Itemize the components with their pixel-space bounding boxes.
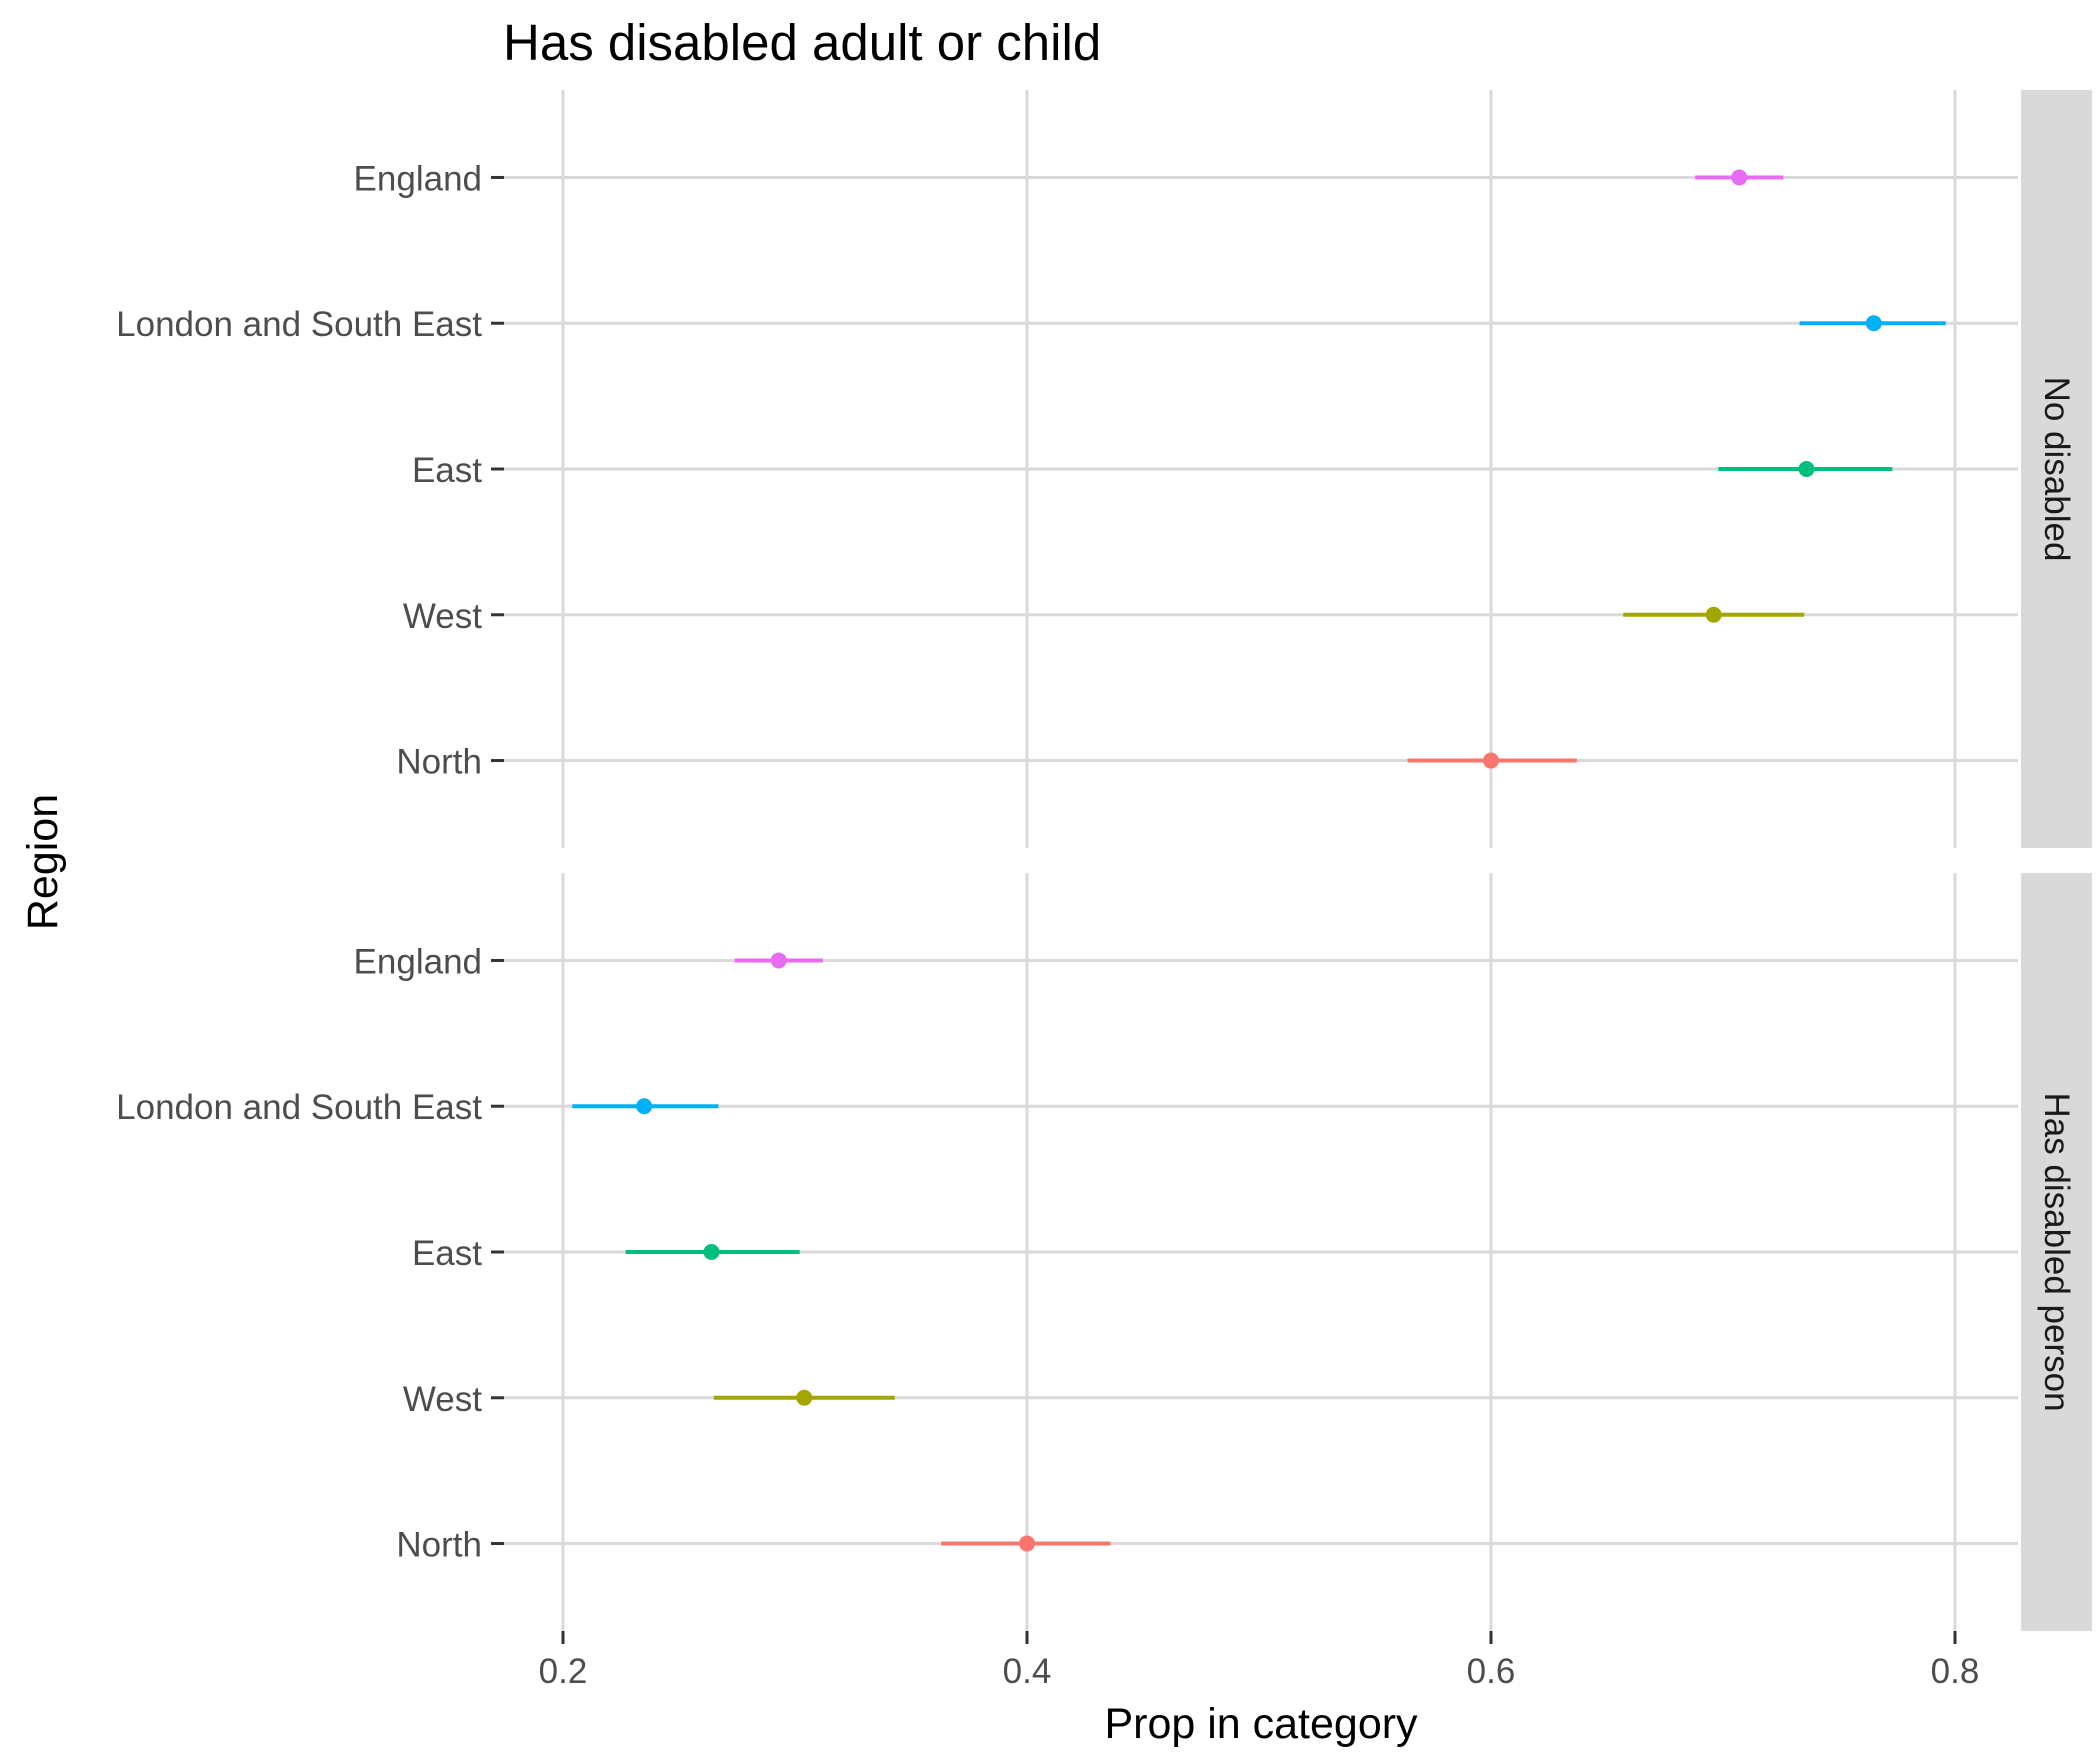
data-point [1483,752,1499,769]
data-point [1019,1535,1035,1552]
x-tick-label: 0.4 [1003,1652,1052,1691]
y-tick-label: North [396,1526,482,1565]
y-tick-label: London and South East [116,305,482,344]
data-point [636,1098,653,1115]
y-tick-label: West [403,597,482,636]
data-point [703,1244,720,1260]
y-tick-label: East [412,1234,482,1273]
x-axis-title: Prop in category [1104,1700,1418,1748]
data-point [770,952,787,969]
data-point [796,1389,813,1406]
y-axis-title: Region [19,794,67,930]
y-tick-label: England [354,942,482,981]
data-point [1865,315,1882,332]
chart-title: Has disabled adult or child [503,14,1101,71]
y-tick-label: East [412,451,482,490]
y-tick-label: England [354,159,482,198]
data-point [1705,606,1722,623]
facet-strip-label: No disabled [2037,377,2076,562]
x-tick-label: 0.8 [1931,1652,1980,1691]
facet-strip [2021,873,2092,1631]
x-tick-label: 0.6 [1467,1652,1516,1691]
y-tick-label: North [396,743,482,782]
data-point [1731,169,1748,186]
y-tick-label: London and South East [116,1088,482,1127]
facet-strip [2021,90,2092,848]
x-tick-label: 0.2 [539,1652,588,1691]
data-point [1798,461,1815,477]
facet-strip-label: Has disabled person [2037,1092,2076,1411]
plot-layer: North West East London and South East Englan… [116,90,2092,1691]
y-tick-label: West [403,1380,482,1419]
